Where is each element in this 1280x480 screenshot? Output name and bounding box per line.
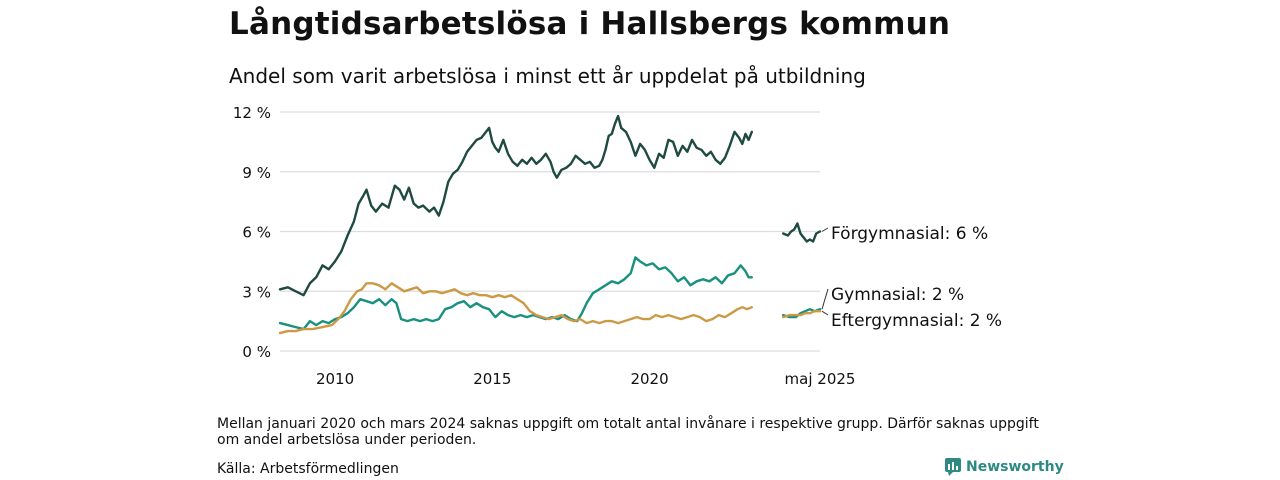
label-leader-eftergymnasial: [821, 310, 829, 316]
chart-title: Långtidsarbetslösa i Hallsbergs kommun: [229, 6, 951, 42]
x-tick-label: maj 2025: [785, 370, 856, 388]
x-tick-label: 2015: [473, 370, 511, 388]
y-axis: 0 % 3 % 6 % 9 % 12 %: [233, 104, 271, 361]
grid-lines: [280, 111, 820, 352]
series-label-eftergymnasial: Eftergymnasial: 2 %: [831, 311, 1002, 331]
source-text: Källa: Arbetsförmedlingen: [217, 461, 399, 477]
x-axis: 2010 2015 2020 maj 2025: [316, 370, 856, 388]
y-tick-label: 12 %: [233, 104, 271, 122]
x-tick-label: 2010: [316, 370, 354, 388]
x-tick-label: 2020: [630, 370, 668, 388]
series-line-forgymnasial: [278, 114, 753, 297]
label-leader-gymnasial: [821, 288, 829, 310]
y-tick-label: 3 %: [242, 283, 271, 301]
bar-chart-icon: [945, 458, 961, 476]
series-line-gymnasial: [278, 256, 753, 331]
y-tick-label: 6 %: [242, 224, 271, 242]
chart-subtitle: Andel som varit arbetslösa i minst ett å…: [229, 64, 866, 88]
y-tick-label: 0 %: [242, 343, 271, 361]
series-labels: Förgymnasial: 6 % Gymnasial: 2 % Eftergymn…: [821, 224, 1002, 331]
chart-note: Mellan januari 2020 och mars 2024 saknas…: [217, 416, 1039, 448]
series-line-eftergymnasial: [278, 282, 753, 335]
brand-name: Newsworthy: [966, 459, 1064, 475]
brand-logo[interactable]: Newsworthy: [945, 458, 1064, 476]
series-label-gymnasial: Gymnasial: 2 %: [831, 285, 964, 305]
y-tick-label: 9 %: [242, 164, 271, 182]
series-line-forgymnasial: [782, 222, 822, 243]
series-line-eftergymnasial: [782, 310, 822, 319]
label-leader-forgymnasial: [821, 227, 829, 232]
series-label-forgymnasial: Förgymnasial: 6 %: [831, 224, 988, 244]
series-lines: [278, 114, 822, 335]
